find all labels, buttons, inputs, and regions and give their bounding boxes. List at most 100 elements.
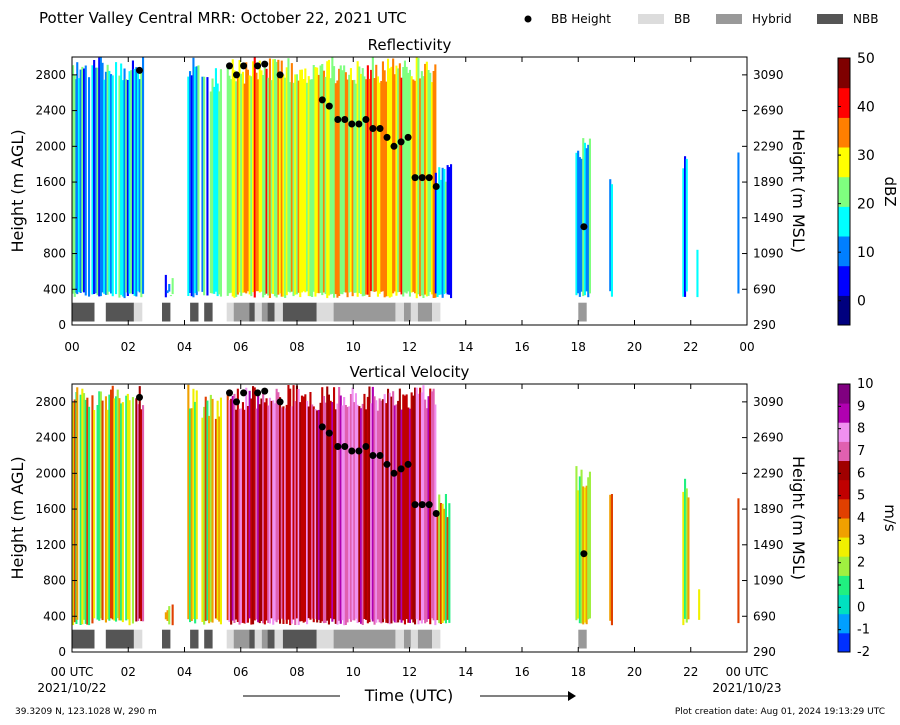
heatmap-cell <box>294 74 297 295</box>
x-tick-label: 16 <box>514 665 529 679</box>
heatmap-cell <box>414 80 417 294</box>
y-tick-label: 0 <box>58 645 66 659</box>
heatmap-cell <box>115 62 118 295</box>
heatmap-cell <box>684 478 687 619</box>
heatmap-cell <box>378 398 381 623</box>
heatmap-cell <box>326 386 329 621</box>
heatmap-cell <box>285 404 288 624</box>
heatmap-cell <box>408 69 411 297</box>
y-tick-label: 2800 <box>35 68 66 82</box>
colorbar-swatch <box>838 479 850 500</box>
heatmap-cell <box>425 408 428 622</box>
heatmap-cell <box>378 82 381 294</box>
heatmap-cell <box>370 403 373 620</box>
heatmap-cell <box>289 388 292 626</box>
heatmap-cell <box>164 274 167 298</box>
y2-tick-label: 1890 <box>753 175 784 189</box>
heatmap-cell <box>208 415 211 624</box>
y-tick-label: 1600 <box>35 502 66 516</box>
heatmap-cell <box>93 410 96 619</box>
y-tick-label: 400 <box>43 609 66 623</box>
heatmap-cell <box>375 400 378 623</box>
heatmap-cell <box>582 138 585 297</box>
bb-class-segment-bb <box>432 629 441 649</box>
heatmap-cell <box>125 395 128 621</box>
heatmap-cell <box>297 80 300 293</box>
heatmap-cell <box>113 398 116 621</box>
heatmap-cell <box>138 386 141 619</box>
heatmap-cell <box>410 392 413 620</box>
bb-height-point <box>355 447 363 455</box>
colorbar-swatch <box>838 575 850 595</box>
colorbar-label: m/s <box>881 504 899 532</box>
heatmap-cell <box>130 70 133 294</box>
bb-height-point <box>334 116 342 123</box>
heatmap-cell <box>275 61 278 298</box>
panel-title: Reflectivity <box>368 36 452 54</box>
heatmap-cell <box>131 60 134 295</box>
colorbar-swatch <box>838 58 850 89</box>
colorbar-tick-label: 5 <box>857 489 865 504</box>
heatmap-cell <box>351 80 354 297</box>
y-tick-label: 1200 <box>35 538 66 552</box>
heatmap-cell <box>101 400 104 621</box>
y-tick-label: 1600 <box>35 175 66 189</box>
bb-height-point <box>318 423 326 431</box>
heatmap-cell <box>297 389 300 625</box>
heatmap-cell <box>338 68 341 296</box>
bb-height-point <box>348 120 356 128</box>
heatmap-cell <box>383 394 386 619</box>
heatmap-cell <box>219 69 222 297</box>
heatmap-cell <box>231 395 234 621</box>
colorbar-frame <box>837 57 851 326</box>
heatmap-cell <box>270 80 273 294</box>
heatmap-cell <box>231 59 234 297</box>
heatmap-cell <box>245 62 248 294</box>
heatmap-cell <box>387 388 390 624</box>
heatmap-cell <box>348 406 351 619</box>
bb-class-segment-nbb <box>105 629 134 649</box>
heatmap-cell <box>392 391 395 621</box>
heatmap-cell <box>375 64 378 292</box>
heatmap-cell <box>280 60 283 297</box>
x-tick-label: 16 <box>514 340 529 354</box>
heatmap-cell <box>166 610 169 621</box>
heatmap-cell <box>397 68 400 293</box>
heatmap-cell <box>424 399 427 624</box>
heatmap-cell <box>317 74 320 294</box>
heatmap-cell <box>289 82 292 293</box>
heatmap-cell <box>344 72 347 293</box>
heatmap-cell <box>93 60 96 294</box>
heatmap-cell <box>273 59 276 297</box>
y-axis-label: Height (m AGL) <box>8 456 27 579</box>
heatmap-cell <box>407 72 410 292</box>
heatmap-cell <box>246 406 249 623</box>
heatmap-cell <box>339 395 342 624</box>
heatmap-cell <box>233 393 236 623</box>
heatmap-cell <box>243 83 246 293</box>
heatmap-cell <box>265 398 268 621</box>
heatmap-cell <box>263 67 266 295</box>
heatmap-cell <box>387 58 390 297</box>
heatmap-cell <box>346 79 349 298</box>
legend-patch-hybrid <box>716 14 742 24</box>
bb-height-point <box>376 125 384 132</box>
heatmap-cell <box>392 58 395 294</box>
heatmap-cell <box>211 398 214 623</box>
bb-classification-bar <box>72 302 587 322</box>
figure-title: Potter Valley Central MRR: October 22, 2… <box>39 9 407 27</box>
bb-class-segment-nbb <box>190 302 199 322</box>
heatmap-cell <box>336 403 339 625</box>
bb-height-point <box>411 501 419 509</box>
heatmap-cell <box>285 67 288 296</box>
colorbar: 0 10 20 30 40 50 dBZ <box>837 51 899 326</box>
heatmap-cell <box>257 390 260 623</box>
colorbar-swatch <box>838 422 850 442</box>
bb-class-segment-bb <box>432 302 441 322</box>
heatmap-cell <box>312 406 315 623</box>
bb-height-point <box>404 460 412 468</box>
heatmap-cell <box>110 389 113 619</box>
heatmap-cell <box>319 65 322 293</box>
colorbar-swatch <box>838 384 850 404</box>
heatmap-cell <box>398 388 401 620</box>
